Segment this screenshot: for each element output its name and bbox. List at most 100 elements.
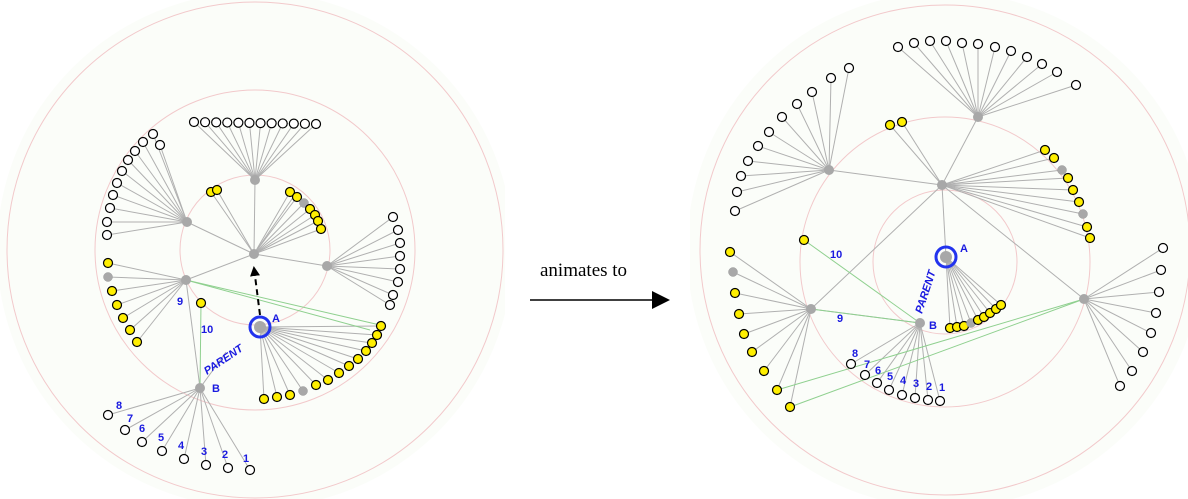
white-leaf-node bbox=[392, 276, 404, 288]
white-leaf-node bbox=[752, 140, 764, 152]
yellow-leaf-node bbox=[746, 346, 758, 358]
tree-edge bbox=[781, 116, 830, 171]
yellow-leaf-node bbox=[798, 234, 810, 246]
yellow-leaf-node bbox=[1048, 152, 1060, 164]
tree-edge bbox=[941, 184, 1085, 300]
tree-edge bbox=[897, 46, 979, 118]
hub-node bbox=[937, 180, 947, 190]
yellow-leaf-node bbox=[771, 384, 783, 396]
tree-edge bbox=[1083, 291, 1160, 300]
distance-rings bbox=[699, 4, 1188, 496]
white-leaf-node bbox=[1145, 327, 1157, 339]
white-leaf-node bbox=[742, 155, 754, 167]
tree-edge bbox=[1083, 298, 1152, 334]
white-leaf-node bbox=[394, 263, 406, 275]
tree-edge bbox=[253, 191, 291, 255]
tree-edges bbox=[729, 40, 1164, 408]
gray-node bbox=[298, 386, 308, 396]
tree-edge bbox=[161, 387, 201, 452]
yellow-leaf-node bbox=[784, 401, 796, 413]
cross-link bbox=[199, 302, 202, 389]
white-leaf-node bbox=[387, 211, 399, 223]
tree-edge bbox=[127, 159, 188, 223]
yellow-leaf-node bbox=[352, 353, 364, 365]
yellow-leaf-node bbox=[1073, 196, 1085, 208]
hub-node bbox=[824, 165, 834, 175]
tree-edge bbox=[248, 122, 256, 181]
tree-edge bbox=[106, 221, 188, 236]
white-leaf-node bbox=[892, 41, 904, 53]
white-leaf-node bbox=[299, 118, 311, 129]
tree-edge bbox=[945, 40, 979, 118]
yellow-leaf-node bbox=[360, 345, 372, 357]
focus-node bbox=[940, 251, 952, 263]
white-leaf-node bbox=[776, 111, 788, 123]
tree-edge bbox=[259, 326, 367, 352]
caption: animates to bbox=[540, 260, 627, 281]
tree-edge bbox=[259, 326, 350, 367]
tree-edge bbox=[929, 40, 979, 118]
yellow-leaf-node bbox=[733, 308, 745, 320]
cross-link bbox=[185, 279, 381, 326]
tree-edge bbox=[941, 149, 1046, 186]
number-label: 5 bbox=[887, 371, 893, 383]
white-leaf-node bbox=[922, 394, 934, 406]
tree-edge bbox=[253, 196, 298, 255]
node-a-label: A bbox=[960, 243, 968, 255]
white-leaf-node bbox=[825, 72, 837, 84]
tree-edge bbox=[254, 123, 262, 181]
white-leaf-node bbox=[101, 229, 113, 241]
tree-edge bbox=[129, 279, 187, 331]
tree-edge bbox=[888, 322, 921, 391]
tree-edge bbox=[199, 387, 229, 469]
tree-edge bbox=[889, 124, 943, 186]
number-label: 5 bbox=[158, 432, 164, 444]
tree-edge bbox=[945, 256, 958, 328]
tree-edge bbox=[226, 122, 256, 181]
yellow-leaf-node bbox=[117, 312, 129, 324]
white-leaf-node bbox=[1036, 58, 1048, 70]
tree-edge bbox=[941, 184, 1084, 215]
tree-edge bbox=[216, 189, 255, 255]
number-label: 7 bbox=[127, 413, 133, 425]
yellow-leaf-node bbox=[258, 393, 270, 405]
white-leaf-node bbox=[116, 165, 128, 177]
tree-edge bbox=[259, 326, 373, 344]
white-leaf-node bbox=[1126, 365, 1138, 377]
number-label: 1 bbox=[939, 382, 945, 394]
white-leaf-node bbox=[763, 126, 775, 138]
tree-edge bbox=[850, 322, 921, 365]
number-label: 2 bbox=[926, 381, 932, 393]
white-leaf-node bbox=[137, 136, 149, 148]
white-leaf-node bbox=[735, 170, 747, 182]
cross-links bbox=[776, 239, 1085, 408]
white-leaf-node bbox=[1153, 286, 1165, 298]
white-leaf-node bbox=[791, 98, 803, 110]
tree-edge bbox=[734, 292, 812, 310]
tree-edge bbox=[945, 256, 1002, 306]
tree-edge bbox=[199, 387, 251, 471]
tree-edge bbox=[253, 214, 316, 255]
tree-edges bbox=[106, 121, 401, 471]
tree-edge bbox=[111, 279, 187, 292]
gray-node bbox=[1057, 165, 1067, 175]
tree-edge bbox=[121, 170, 188, 223]
cross-link bbox=[185, 279, 371, 331]
hub-node bbox=[181, 275, 191, 285]
number-label: 6 bbox=[139, 423, 145, 435]
white-leaf-node bbox=[188, 116, 200, 128]
tree-edge bbox=[941, 177, 1069, 186]
white-leaf-node bbox=[972, 38, 984, 50]
white-leaf-node bbox=[1021, 51, 1033, 63]
tree-edge bbox=[107, 262, 187, 281]
tree-edge bbox=[945, 256, 972, 324]
tree-edge bbox=[757, 145, 830, 171]
tree-edge bbox=[116, 279, 187, 306]
yellow-leaf-node bbox=[724, 246, 736, 258]
number-label: 2 bbox=[222, 449, 228, 461]
cross-links bbox=[185, 279, 381, 389]
yellow-leaf-node bbox=[738, 328, 750, 340]
yellow-leaf-node bbox=[375, 320, 387, 332]
white-leaf-node bbox=[859, 369, 871, 381]
white-leaf-node bbox=[129, 145, 141, 157]
